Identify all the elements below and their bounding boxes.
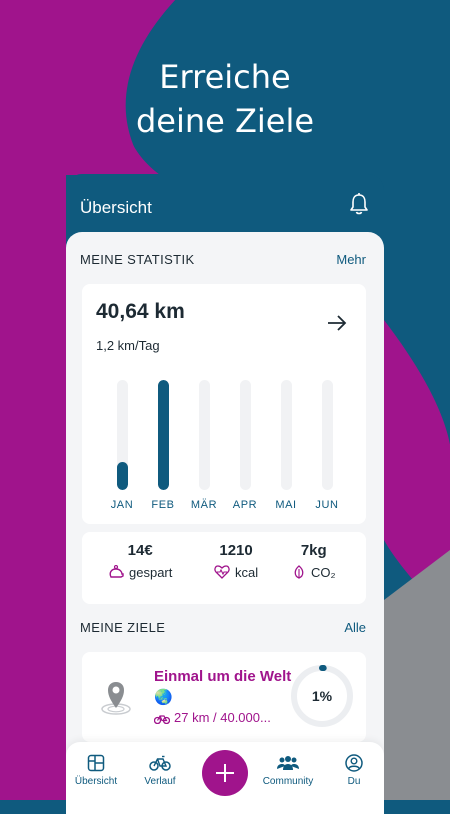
piggy-bank-icon bbox=[109, 564, 124, 578]
summary-co2-value: 7kg bbox=[300, 542, 327, 559]
bar-column-mai: MAI bbox=[266, 380, 306, 520]
bicycle-icon bbox=[153, 715, 171, 725]
bar-column-mär: MÄR bbox=[184, 380, 224, 520]
summary-card: 14€ gespart 1210 kcal 7kg bbox=[82, 532, 366, 604]
profile-icon bbox=[345, 754, 363, 772]
bottom-nav: Übersicht Verlauf Communit bbox=[66, 742, 384, 814]
goal-percent: 1% bbox=[311, 688, 333, 704]
headline-line-1: Erreiche bbox=[159, 58, 291, 96]
nav-uebersicht[interactable]: Übersicht bbox=[66, 754, 126, 787]
statistik-card[interactable]: 40,64 km 1,2 km/Tag JAN FEB MÄR APR MAI JUN bbox=[82, 284, 366, 524]
bar-track bbox=[281, 380, 292, 490]
bar-jan bbox=[117, 462, 128, 490]
bar-label-mär: MÄR bbox=[190, 499, 218, 511]
goal-progress-value: 27 km / 40.000... bbox=[174, 710, 271, 725]
headline: Erreiche deine Ziele bbox=[0, 55, 450, 143]
distance-per-day: 1,2 km/Tag bbox=[96, 338, 160, 353]
goal-title: Einmal um die Welt🌏 bbox=[154, 668, 292, 706]
ziele-header: MEINE ZIELE Alle bbox=[80, 620, 370, 640]
bar-column-jun: JUN bbox=[307, 380, 347, 520]
people-icon bbox=[277, 756, 299, 770]
nav-community[interactable]: Community bbox=[258, 754, 318, 787]
bar-track bbox=[117, 380, 128, 490]
content-sheet: MEINE STATISTIK Mehr 40,64 km 1,2 km/Tag… bbox=[66, 232, 384, 814]
bar-column-jan: JAN bbox=[102, 380, 142, 520]
goal-progress-arc bbox=[291, 665, 353, 727]
bar-feb bbox=[158, 380, 169, 490]
bar-column-feb: FEB bbox=[143, 380, 183, 520]
alle-link[interactable]: Alle bbox=[344, 620, 366, 635]
goal-card[interactable]: Einmal um die Welt🌏 27 km / 40.000... 1% bbox=[82, 652, 366, 742]
statistik-section-label: MEINE STATISTIK bbox=[80, 252, 195, 267]
arrow-right-icon[interactable] bbox=[326, 312, 348, 334]
nav-community-label: Community bbox=[262, 776, 314, 787]
summary-kcal: 1210 kcal bbox=[214, 542, 258, 580]
goal-progress-text: 27 km / 40.000... bbox=[153, 710, 271, 725]
location-pin-icon bbox=[101, 682, 131, 715]
bar-track bbox=[322, 380, 333, 490]
nav-verlauf[interactable]: Verlauf bbox=[130, 754, 190, 787]
bar-label-jan: JAN bbox=[110, 499, 134, 511]
page-title: Übersicht bbox=[80, 198, 152, 217]
dashboard-icon bbox=[87, 754, 105, 772]
nav-du-label: Du bbox=[347, 776, 361, 787]
ziele-section-label: MEINE ZIELE bbox=[80, 620, 166, 635]
bar-label-apr: APR bbox=[232, 499, 258, 511]
bar-column-apr: APR bbox=[225, 380, 265, 520]
summary-kcal-label: kcal bbox=[235, 565, 259, 580]
bicycle-icon bbox=[149, 755, 171, 771]
summary-saved: 14€ gespart bbox=[108, 542, 172, 580]
summary-saved-label: gespart bbox=[129, 565, 173, 580]
plus-icon-vertical bbox=[224, 764, 226, 782]
summary-co2-label: CO₂ bbox=[311, 565, 336, 580]
heart-rate-icon bbox=[214, 565, 230, 579]
nav-du[interactable]: Du bbox=[324, 754, 384, 787]
headline-line-2: deine Ziele bbox=[135, 102, 315, 140]
statistik-header: MEINE STATISTIK Mehr bbox=[80, 252, 370, 272]
monthly-bar-chart: JAN FEB MÄR APR MAI JUN bbox=[102, 380, 348, 520]
leaf-icon bbox=[294, 565, 304, 579]
app-header: Übersicht bbox=[66, 174, 384, 234]
bar-track bbox=[240, 380, 251, 490]
add-button[interactable] bbox=[202, 750, 248, 796]
bar-label-jun: JUN bbox=[315, 499, 339, 511]
phone-frame: Übersicht MEINE STATISTIK Mehr 40,64 km … bbox=[66, 174, 384, 814]
nav-uebersicht-label: Übersicht bbox=[74, 776, 118, 787]
summary-saved-value: 14€ bbox=[127, 542, 153, 559]
bar-track bbox=[199, 380, 210, 490]
mehr-link[interactable]: Mehr bbox=[336, 252, 366, 267]
total-distance: 40,64 km bbox=[96, 300, 185, 323]
bell-icon[interactable] bbox=[348, 192, 370, 216]
bar-label-feb: FEB bbox=[151, 499, 175, 511]
summary-co2: 7kg CO₂ bbox=[292, 542, 336, 580]
summary-kcal-value: 1210 bbox=[219, 542, 253, 559]
bar-label-mai: MAI bbox=[275, 499, 297, 511]
bar-track bbox=[158, 380, 169, 490]
goal-progress-ring bbox=[291, 665, 353, 727]
nav-verlauf-label: Verlauf bbox=[144, 776, 176, 787]
